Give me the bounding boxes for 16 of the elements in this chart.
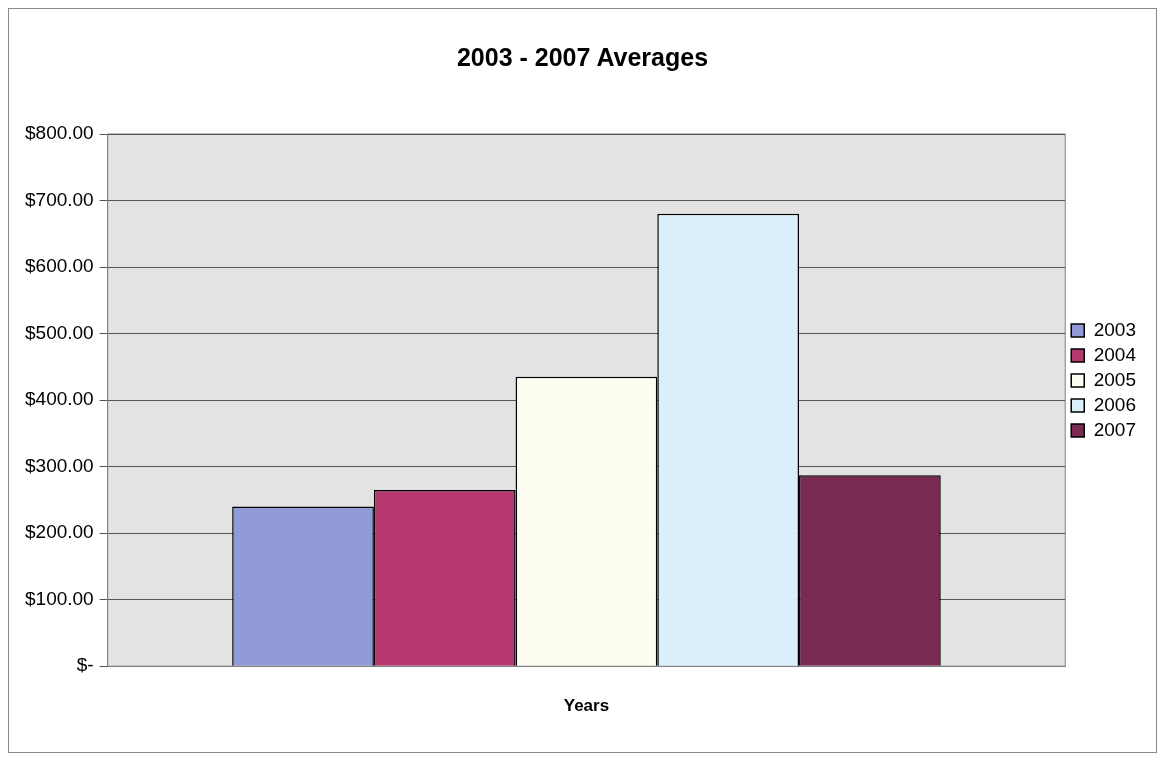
legend-label: 2007 [1093,418,1137,440]
y-tick-label: $700.00 [24,188,94,210]
legend-label: 2004 [1093,343,1137,365]
y-tick-label: $100.00 [24,587,94,609]
legend-label: 2005 [1093,368,1137,390]
y-tick-label: $200.00 [24,521,94,543]
x-axis-title: Years [563,696,610,716]
y-tick-label: $300.00 [24,454,94,476]
legend-label: 2003 [1093,318,1137,340]
y-tick-label: $- [76,654,94,676]
chart-title: 2003 - 2007 Averages [456,42,709,71]
legend-label: 2006 [1093,393,1137,415]
y-tick-label: $500.00 [24,321,94,343]
y-tick-label: $600.00 [24,255,94,277]
y-tick-label: $800.00 [24,122,94,144]
y-tick-label: $400.00 [24,388,94,410]
